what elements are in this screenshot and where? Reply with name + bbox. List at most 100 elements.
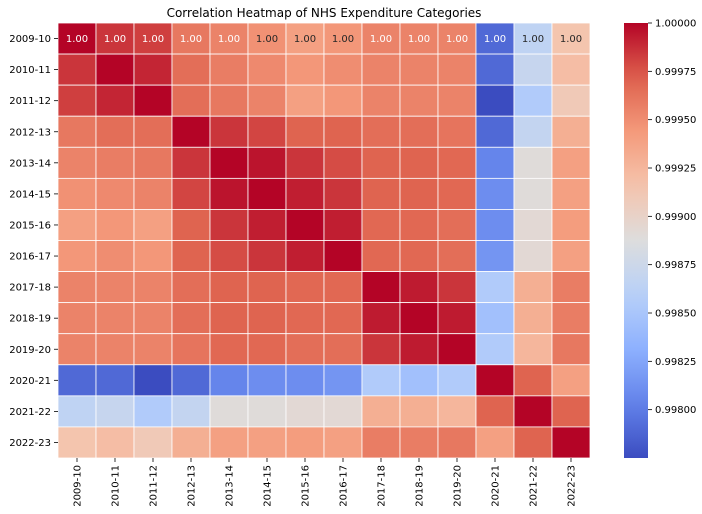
y-tick-label: 2013-14 xyxy=(9,158,51,169)
y-tick-label: 2010-11 xyxy=(9,65,51,76)
heatmap-cell-0-9 xyxy=(399,22,439,55)
heatmap-cell-7-7 xyxy=(323,240,363,272)
y-tick-label: 2015-16 xyxy=(9,220,51,231)
y-tick-label: 2018-19 xyxy=(9,314,51,325)
heatmap-cell-9-13 xyxy=(551,302,591,335)
heatmap-cell-2-0 xyxy=(57,84,97,117)
heatmap-cell-5-11 xyxy=(475,177,515,210)
heatmap-cell-9-2 xyxy=(133,302,173,335)
y-tick-label: 2009-10 xyxy=(9,34,51,45)
heatmap-cell-12-5 xyxy=(247,395,287,428)
x-tick-label: 2012-13 xyxy=(187,465,198,507)
heatmap-cell-3-4 xyxy=(209,115,249,148)
heatmap-cell-11-9 xyxy=(399,364,439,397)
heatmap-cell-9-11 xyxy=(475,302,515,335)
colorbar xyxy=(624,23,648,458)
heatmap-cell-2-8 xyxy=(361,84,401,117)
heatmap-cell-2-12 xyxy=(513,84,553,117)
heatmap-cell-5-12 xyxy=(513,177,553,210)
y-tick-label: 2017-18 xyxy=(9,283,51,294)
x-tick-label: 2013-14 xyxy=(225,465,236,507)
y-tick-label: 2022-23 xyxy=(9,438,51,449)
heatmap-cell-3-7 xyxy=(323,115,363,148)
heatmap-cell-4-2 xyxy=(133,146,173,179)
heatmap-cell-9-6 xyxy=(285,302,325,335)
heatmap-cell-6-7 xyxy=(323,209,363,241)
heatmap-cell-4-4 xyxy=(209,146,249,179)
heatmap-cell-10-8 xyxy=(361,333,401,366)
heatmap-cell-9-4 xyxy=(209,302,249,335)
colorbar-tick-label: 0.99975 xyxy=(655,67,696,78)
heatmap-cell-3-6 xyxy=(285,115,325,148)
heatmap-cell-5-5 xyxy=(247,177,287,210)
heatmap-cell-13-2 xyxy=(133,426,173,459)
heatmap-cell-12-6 xyxy=(285,395,325,428)
y-tick-label: 2014-15 xyxy=(9,189,51,200)
cell-annotation: 1.00 xyxy=(560,34,582,45)
heatmap-cell-12-10 xyxy=(437,395,477,428)
heatmap-cell-2-1 xyxy=(95,84,135,117)
heatmap-cell-4-7 xyxy=(323,146,363,179)
heatmap-cell-10-5 xyxy=(247,333,287,366)
heatmap-cell-4-8 xyxy=(361,146,401,179)
heatmap-cell-12-7 xyxy=(323,395,363,428)
heatmap-cell-6-2 xyxy=(133,209,173,241)
heatmap-cell-7-13 xyxy=(551,240,591,272)
heatmap-cell-8-2 xyxy=(133,271,173,304)
heatmap-cell-10-9 xyxy=(399,333,439,366)
heatmap-cell-2-6 xyxy=(285,84,325,117)
heatmap-cell-4-10 xyxy=(437,146,477,179)
heatmap-cell-7-6 xyxy=(285,240,325,272)
heatmap-cell-7-9 xyxy=(399,240,439,272)
heatmap-cell-10-11 xyxy=(475,333,515,366)
x-tick-label: 2022-23 xyxy=(567,465,578,507)
heatmap-cell-13-11 xyxy=(475,426,515,459)
heatmap-cell-6-3 xyxy=(171,209,211,241)
heatmap-cell-5-3 xyxy=(171,177,211,210)
heatmap-cell-5-1 xyxy=(95,177,135,210)
cell-annotation: 1.00 xyxy=(370,34,392,45)
heatmap-cell-13-10 xyxy=(437,426,477,459)
heatmap-cell-10-4 xyxy=(209,333,249,366)
heatmap-cell-1-4 xyxy=(209,53,249,86)
heatmap-cell-3-3 xyxy=(171,115,211,148)
heatmap-cell-2-7 xyxy=(323,84,363,117)
heatmap-cell-2-11 xyxy=(475,84,515,117)
heatmap-cell-5-8 xyxy=(361,177,401,210)
heatmap-cell-8-4 xyxy=(209,271,249,304)
heatmap-cell-11-12 xyxy=(513,364,553,397)
heatmap-cell-5-7 xyxy=(323,177,363,210)
heatmap-cell-5-4 xyxy=(209,177,249,210)
heatmap-cell-1-9 xyxy=(399,53,439,86)
cell-annotation: 1.00 xyxy=(218,34,240,45)
cell-annotation: 1.00 xyxy=(484,34,506,45)
heatmap-cell-2-2 xyxy=(133,84,173,117)
cell-annotation: 1.00 xyxy=(66,34,88,45)
heatmap-cell-8-11 xyxy=(475,271,515,304)
heatmap-cell-0-1 xyxy=(95,22,135,55)
heatmap-cell-8-5 xyxy=(247,271,287,304)
heatmap-cell-1-12 xyxy=(513,53,553,86)
colorbar-tick-label: 0.99950 xyxy=(655,115,696,126)
heatmap-cell-11-3 xyxy=(171,364,211,397)
heatmap-cell-8-0 xyxy=(57,271,97,304)
colorbar-tick-label: 0.99875 xyxy=(655,260,696,271)
y-tick-labels: 2009-10 2010-11 2011-12 2012-13 2013-14 2014-… xyxy=(9,34,58,449)
y-tick-label: 2021-22 xyxy=(9,407,51,418)
y-tick-label: 2020-21 xyxy=(9,376,51,387)
colorbar-tick-label: 0.99800 xyxy=(655,405,696,416)
heatmap-cell-10-0 xyxy=(57,333,97,366)
heatmap-cell-11-11 xyxy=(475,364,515,397)
heatmap-cell-9-10 xyxy=(437,302,477,335)
heatmap-cell-13-1 xyxy=(95,426,135,459)
heatmap-cell-3-10 xyxy=(437,115,477,148)
heatmap-cell-6-13 xyxy=(551,209,591,241)
heatmap-cell-6-4 xyxy=(209,209,249,241)
chart-title: Correlation Heatmap of NHS Expenditure C… xyxy=(167,6,482,20)
colorbar-tick-label: 0.99850 xyxy=(655,309,696,320)
heatmap-cell-1-13 xyxy=(551,53,591,86)
heatmap-cell-3-13 xyxy=(551,115,591,148)
heatmap-cell-8-1 xyxy=(95,271,135,304)
heatmap-cell-4-9 xyxy=(399,146,439,179)
